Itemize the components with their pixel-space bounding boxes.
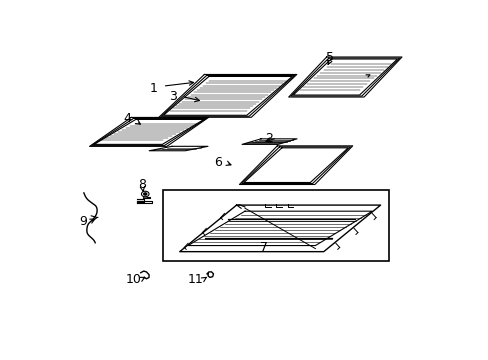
Polygon shape — [164, 77, 290, 114]
Polygon shape — [242, 139, 296, 144]
Polygon shape — [95, 120, 203, 144]
Text: 4: 4 — [123, 112, 131, 125]
Text: 9: 9 — [79, 215, 87, 228]
Circle shape — [141, 191, 149, 197]
Text: 5: 5 — [325, 50, 333, 64]
Bar — [163, 190, 388, 261]
Polygon shape — [180, 205, 380, 252]
Circle shape — [143, 193, 146, 195]
Text: 6: 6 — [214, 157, 222, 170]
Text: 3: 3 — [169, 90, 177, 103]
Text: 2: 2 — [265, 131, 273, 144]
Polygon shape — [137, 197, 150, 202]
Text: 11: 11 — [187, 273, 203, 286]
Text: 10: 10 — [125, 273, 141, 286]
Text: 7: 7 — [259, 241, 267, 254]
Text: 8: 8 — [138, 178, 146, 191]
Polygon shape — [294, 60, 395, 94]
Text: 1: 1 — [150, 82, 158, 95]
Polygon shape — [244, 149, 346, 182]
Polygon shape — [149, 146, 207, 151]
